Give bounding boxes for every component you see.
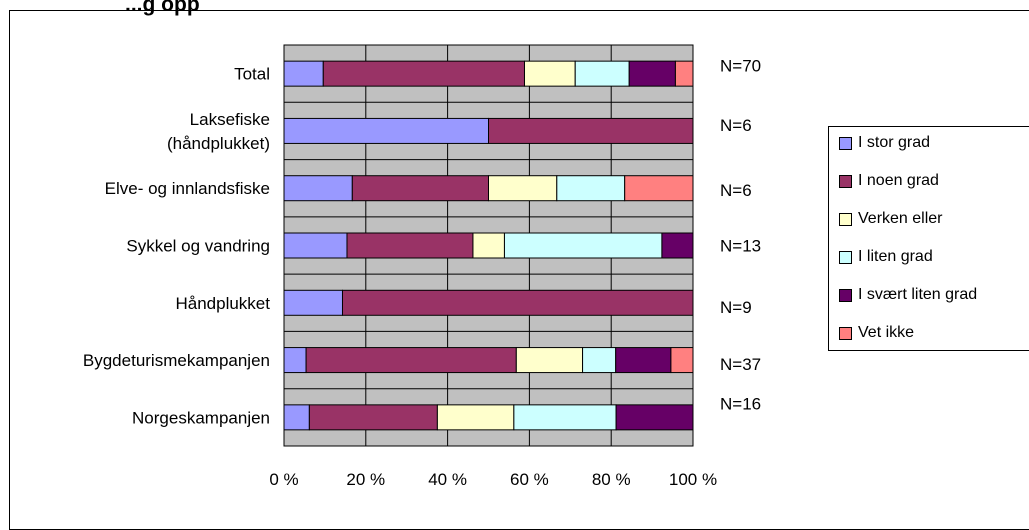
category-label: Sykkel og vandring — [126, 237, 270, 256]
n-label: N=70 — [720, 57, 761, 76]
bar-segment — [283, 60, 324, 87]
bar-segment — [472, 232, 505, 259]
bar-segment — [283, 289, 343, 316]
n-label: N=6 — [720, 181, 752, 200]
bar-segment — [283, 175, 353, 202]
n-label: N=16 — [720, 394, 761, 413]
x-tick-label: 100 % — [669, 470, 717, 489]
category-label: Total — [234, 65, 270, 84]
chart-title: ...g opp — [125, 0, 200, 16]
bar-segment — [661, 232, 694, 259]
legend-swatch — [839, 250, 852, 264]
bar-segment — [283, 404, 310, 431]
bar-segment — [305, 347, 517, 374]
legend-swatch — [839, 326, 852, 340]
bar-segment — [488, 175, 558, 202]
legend-label: I liten grad — [858, 248, 933, 265]
bar-segment — [615, 404, 694, 431]
legend-item: Verken eller — [839, 209, 943, 229]
category-label: Håndplukket — [175, 294, 270, 313]
bar-segment — [503, 232, 663, 259]
legend-label: I svært liten grad — [858, 286, 978, 303]
x-tick-label: 60 % — [510, 470, 549, 489]
bar-segment — [283, 347, 307, 374]
legend-label: Vet ikke — [858, 324, 915, 341]
legend-item: I liten grad — [839, 247, 933, 267]
bar-segment — [674, 60, 694, 87]
legend-label: I noen grad — [858, 172, 939, 189]
bar-segment — [582, 347, 617, 374]
category-label: Elve- og innlandsfiske — [105, 179, 270, 198]
n-label: N=13 — [720, 237, 761, 256]
legend-swatch — [839, 174, 852, 188]
bar-segment — [283, 117, 489, 144]
bar-segment — [488, 117, 694, 144]
x-tick-label: 80 % — [592, 470, 631, 489]
n-label: N=37 — [720, 355, 761, 374]
bar-segment — [624, 175, 694, 202]
bar-segment — [436, 404, 515, 431]
bar-segment — [513, 404, 617, 431]
legend-swatch — [839, 288, 852, 302]
category-label: Bygdeturismekampanjen — [83, 351, 270, 370]
x-tick-label: 20 % — [346, 470, 385, 489]
legend-label: Verken eller — [858, 210, 943, 227]
n-label: N=9 — [720, 298, 752, 317]
bar-segment — [341, 289, 694, 316]
x-tick-label: 0 % — [269, 470, 298, 489]
bar-segment — [670, 347, 694, 374]
category-label: Laksefiske (håndplukket) — [167, 110, 270, 153]
legend-item: I svært liten grad — [839, 285, 977, 305]
bar-segment — [515, 347, 584, 374]
bar-segment — [556, 175, 626, 202]
legend-swatch — [839, 212, 852, 226]
legend-swatch — [839, 136, 852, 150]
bar-segment — [523, 60, 576, 87]
bar-segment — [283, 232, 348, 259]
n-label: N=6 — [720, 116, 752, 135]
bar-segment — [615, 347, 672, 374]
bar-segment — [351, 175, 490, 202]
legend-label: I stor grad — [858, 134, 931, 151]
bar-segment — [628, 60, 676, 87]
legend-item: I noen grad — [839, 171, 939, 191]
x-tick-label: 40 % — [428, 470, 467, 489]
category-label: Norgeskampanjen — [132, 408, 270, 427]
bar-segment — [322, 60, 525, 87]
bar-segment — [346, 232, 474, 259]
bar-chart: Total Laksefiske (håndplukket) Elve- og inn… — [83, 44, 761, 489]
legend-item: Vet ikke — [839, 323, 914, 343]
legend: I stor grad I noen grad Verken eller I lite… — [828, 126, 1029, 351]
legend-item: I stor grad — [839, 133, 930, 153]
bar-segment — [574, 60, 630, 87]
bar-segment — [308, 404, 438, 431]
